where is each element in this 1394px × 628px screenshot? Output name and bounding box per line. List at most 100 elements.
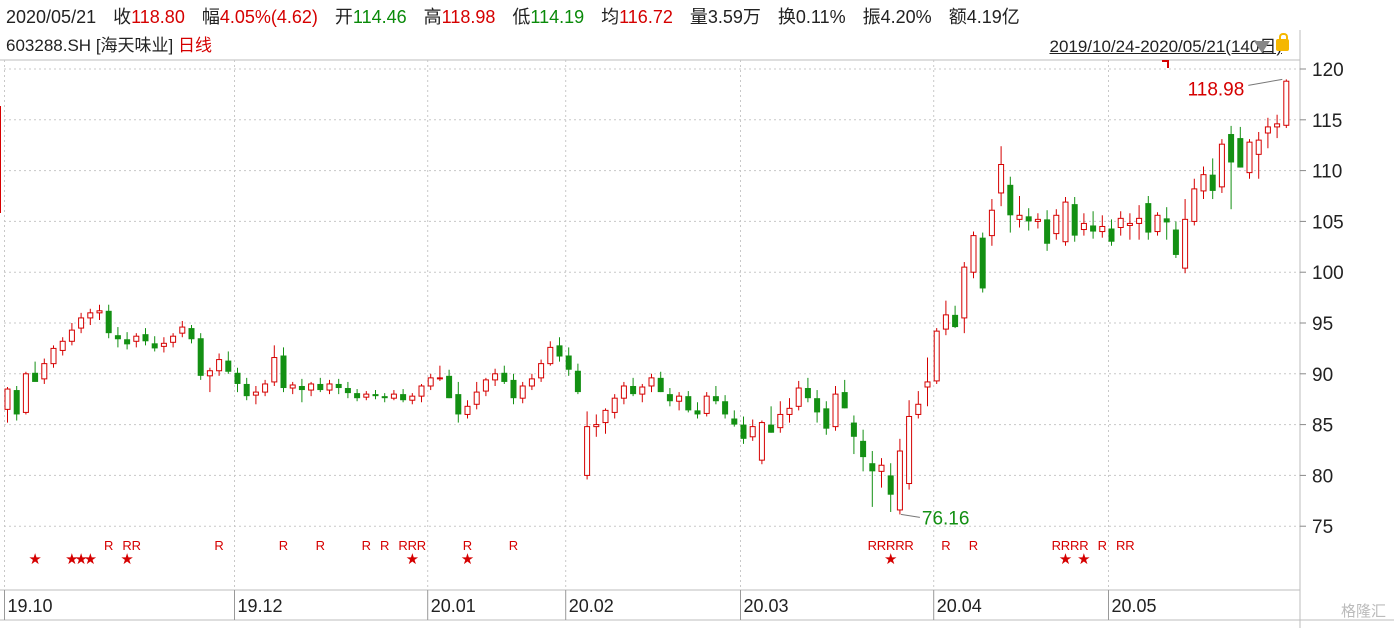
candle-body-up bbox=[482, 379, 489, 392]
y-tick-label: 100 bbox=[1312, 263, 1344, 284]
candle-body-down bbox=[13, 390, 20, 415]
candle-body-down bbox=[114, 335, 121, 340]
candle-body-down bbox=[1090, 225, 1097, 232]
candle-body-up bbox=[593, 424, 600, 428]
candle-body-up bbox=[1283, 80, 1290, 126]
candle-body-up bbox=[896, 450, 903, 511]
r-marker: R bbox=[877, 538, 886, 553]
candle-body-up bbox=[639, 386, 646, 395]
candle-body-down bbox=[1071, 204, 1078, 236]
candle-body-up bbox=[832, 393, 839, 428]
candle-body-down bbox=[105, 310, 112, 334]
candle-body-down bbox=[381, 396, 388, 399]
r-marker: R bbox=[1052, 538, 1061, 553]
candle-body-up bbox=[795, 387, 802, 407]
r-marker: R bbox=[941, 538, 950, 553]
candle-body-up bbox=[22, 373, 29, 413]
candle-body-down bbox=[1025, 216, 1032, 222]
candle-body-down bbox=[1163, 218, 1170, 223]
stock-name: [海天味业] bbox=[95, 36, 174, 55]
y-tick-label: 95 bbox=[1312, 314, 1333, 335]
candle-body-up bbox=[179, 326, 186, 334]
stock-code: 603288.SH bbox=[6, 36, 92, 55]
candle-body-up bbox=[216, 359, 223, 372]
candle-body-up bbox=[96, 310, 103, 314]
amount-value: 4.19亿 bbox=[966, 7, 1020, 27]
candle-body-down bbox=[280, 355, 287, 389]
candle-body-up bbox=[703, 395, 710, 414]
candle-body-down bbox=[446, 375, 453, 399]
candle-body-down bbox=[814, 398, 821, 413]
candle-body-down bbox=[666, 394, 673, 402]
candle-body-up bbox=[1062, 201, 1069, 243]
candle-body-down bbox=[32, 372, 39, 382]
r-marker: R bbox=[104, 538, 113, 553]
candle-body-up bbox=[749, 426, 756, 438]
candle-body-up bbox=[492, 373, 499, 381]
candle-body-up bbox=[363, 393, 370, 398]
y-tick-label: 110 bbox=[1312, 162, 1342, 183]
candle-body-down bbox=[731, 418, 738, 425]
swing-label: 振 bbox=[862, 7, 881, 27]
swing-value: 4.20% bbox=[880, 7, 932, 27]
candle-body-down bbox=[1172, 229, 1179, 255]
candle-body-down bbox=[197, 338, 204, 376]
candle-body-down bbox=[188, 328, 195, 340]
turnover-label: 换 bbox=[777, 7, 796, 27]
r-marker: R bbox=[886, 538, 895, 553]
min-price-label: 76.16 bbox=[922, 508, 970, 529]
candle-body-up bbox=[998, 164, 1005, 194]
candle-body-down bbox=[1209, 174, 1216, 191]
y-tick-label: 75 bbox=[1312, 517, 1333, 538]
candle-body-down bbox=[804, 388, 811, 399]
watermark-logo: 格隆汇 bbox=[1340, 603, 1386, 620]
candle-body-up bbox=[308, 383, 315, 391]
period-label[interactable]: 日线 bbox=[178, 36, 212, 55]
y-tick-label: 120 bbox=[1312, 60, 1344, 81]
candle-body-down bbox=[556, 345, 563, 357]
avg-value: 116.72 bbox=[619, 7, 673, 27]
candle-body-up bbox=[777, 413, 784, 429]
r-marker: R bbox=[214, 538, 223, 553]
candle-body-down bbox=[317, 383, 324, 391]
candle-body-up bbox=[933, 330, 940, 382]
high-value: 118.98 bbox=[441, 7, 496, 27]
x-tick-label: 20.03 bbox=[744, 596, 789, 616]
r-marker: R bbox=[1125, 538, 1134, 553]
r-marker: R bbox=[868, 538, 877, 553]
candle-body-up bbox=[41, 363, 48, 380]
candle-body-up bbox=[271, 357, 278, 383]
dropdown-triangle-icon[interactable] bbox=[1254, 41, 1270, 53]
max-price-label: 118.98 bbox=[1188, 79, 1245, 100]
volume-value: 3.59万 bbox=[707, 7, 761, 27]
candle-body-up bbox=[584, 426, 591, 476]
r-marker: R bbox=[1070, 538, 1079, 553]
open-value: 114.46 bbox=[352, 7, 407, 27]
candle-body-up bbox=[1191, 188, 1198, 222]
x-tick-label: 20.02 bbox=[569, 596, 614, 616]
candle-body-up bbox=[262, 383, 269, 393]
r-marker: R bbox=[279, 538, 288, 553]
candle-body-up bbox=[878, 464, 885, 472]
r-marker: R bbox=[398, 538, 407, 553]
r-marker: R bbox=[380, 538, 389, 553]
date-range-selector[interactable]: 2019/10/24-2020/05/21(140日) bbox=[1049, 37, 1282, 56]
candle-body-down bbox=[823, 408, 830, 429]
candle-body-up bbox=[206, 370, 213, 377]
candle-body-up bbox=[547, 346, 554, 365]
candle-body-down bbox=[335, 383, 342, 389]
candle-body-down bbox=[768, 424, 775, 433]
candle-body-up bbox=[436, 377, 443, 380]
candle-body-down bbox=[841, 392, 848, 409]
candle-body-down bbox=[685, 396, 692, 411]
candle-body-down bbox=[860, 440, 867, 458]
lock-icon[interactable] bbox=[1276, 33, 1289, 51]
candle-body-up bbox=[1016, 214, 1023, 220]
max-pointer bbox=[1248, 78, 1283, 86]
high-label: 高 bbox=[423, 7, 442, 27]
candle-body-down bbox=[694, 410, 701, 415]
candle-body-down bbox=[1228, 134, 1235, 163]
turnover-value: 0.11% bbox=[795, 7, 846, 27]
candle-body-down bbox=[124, 339, 131, 345]
candle-body-up bbox=[418, 385, 425, 397]
